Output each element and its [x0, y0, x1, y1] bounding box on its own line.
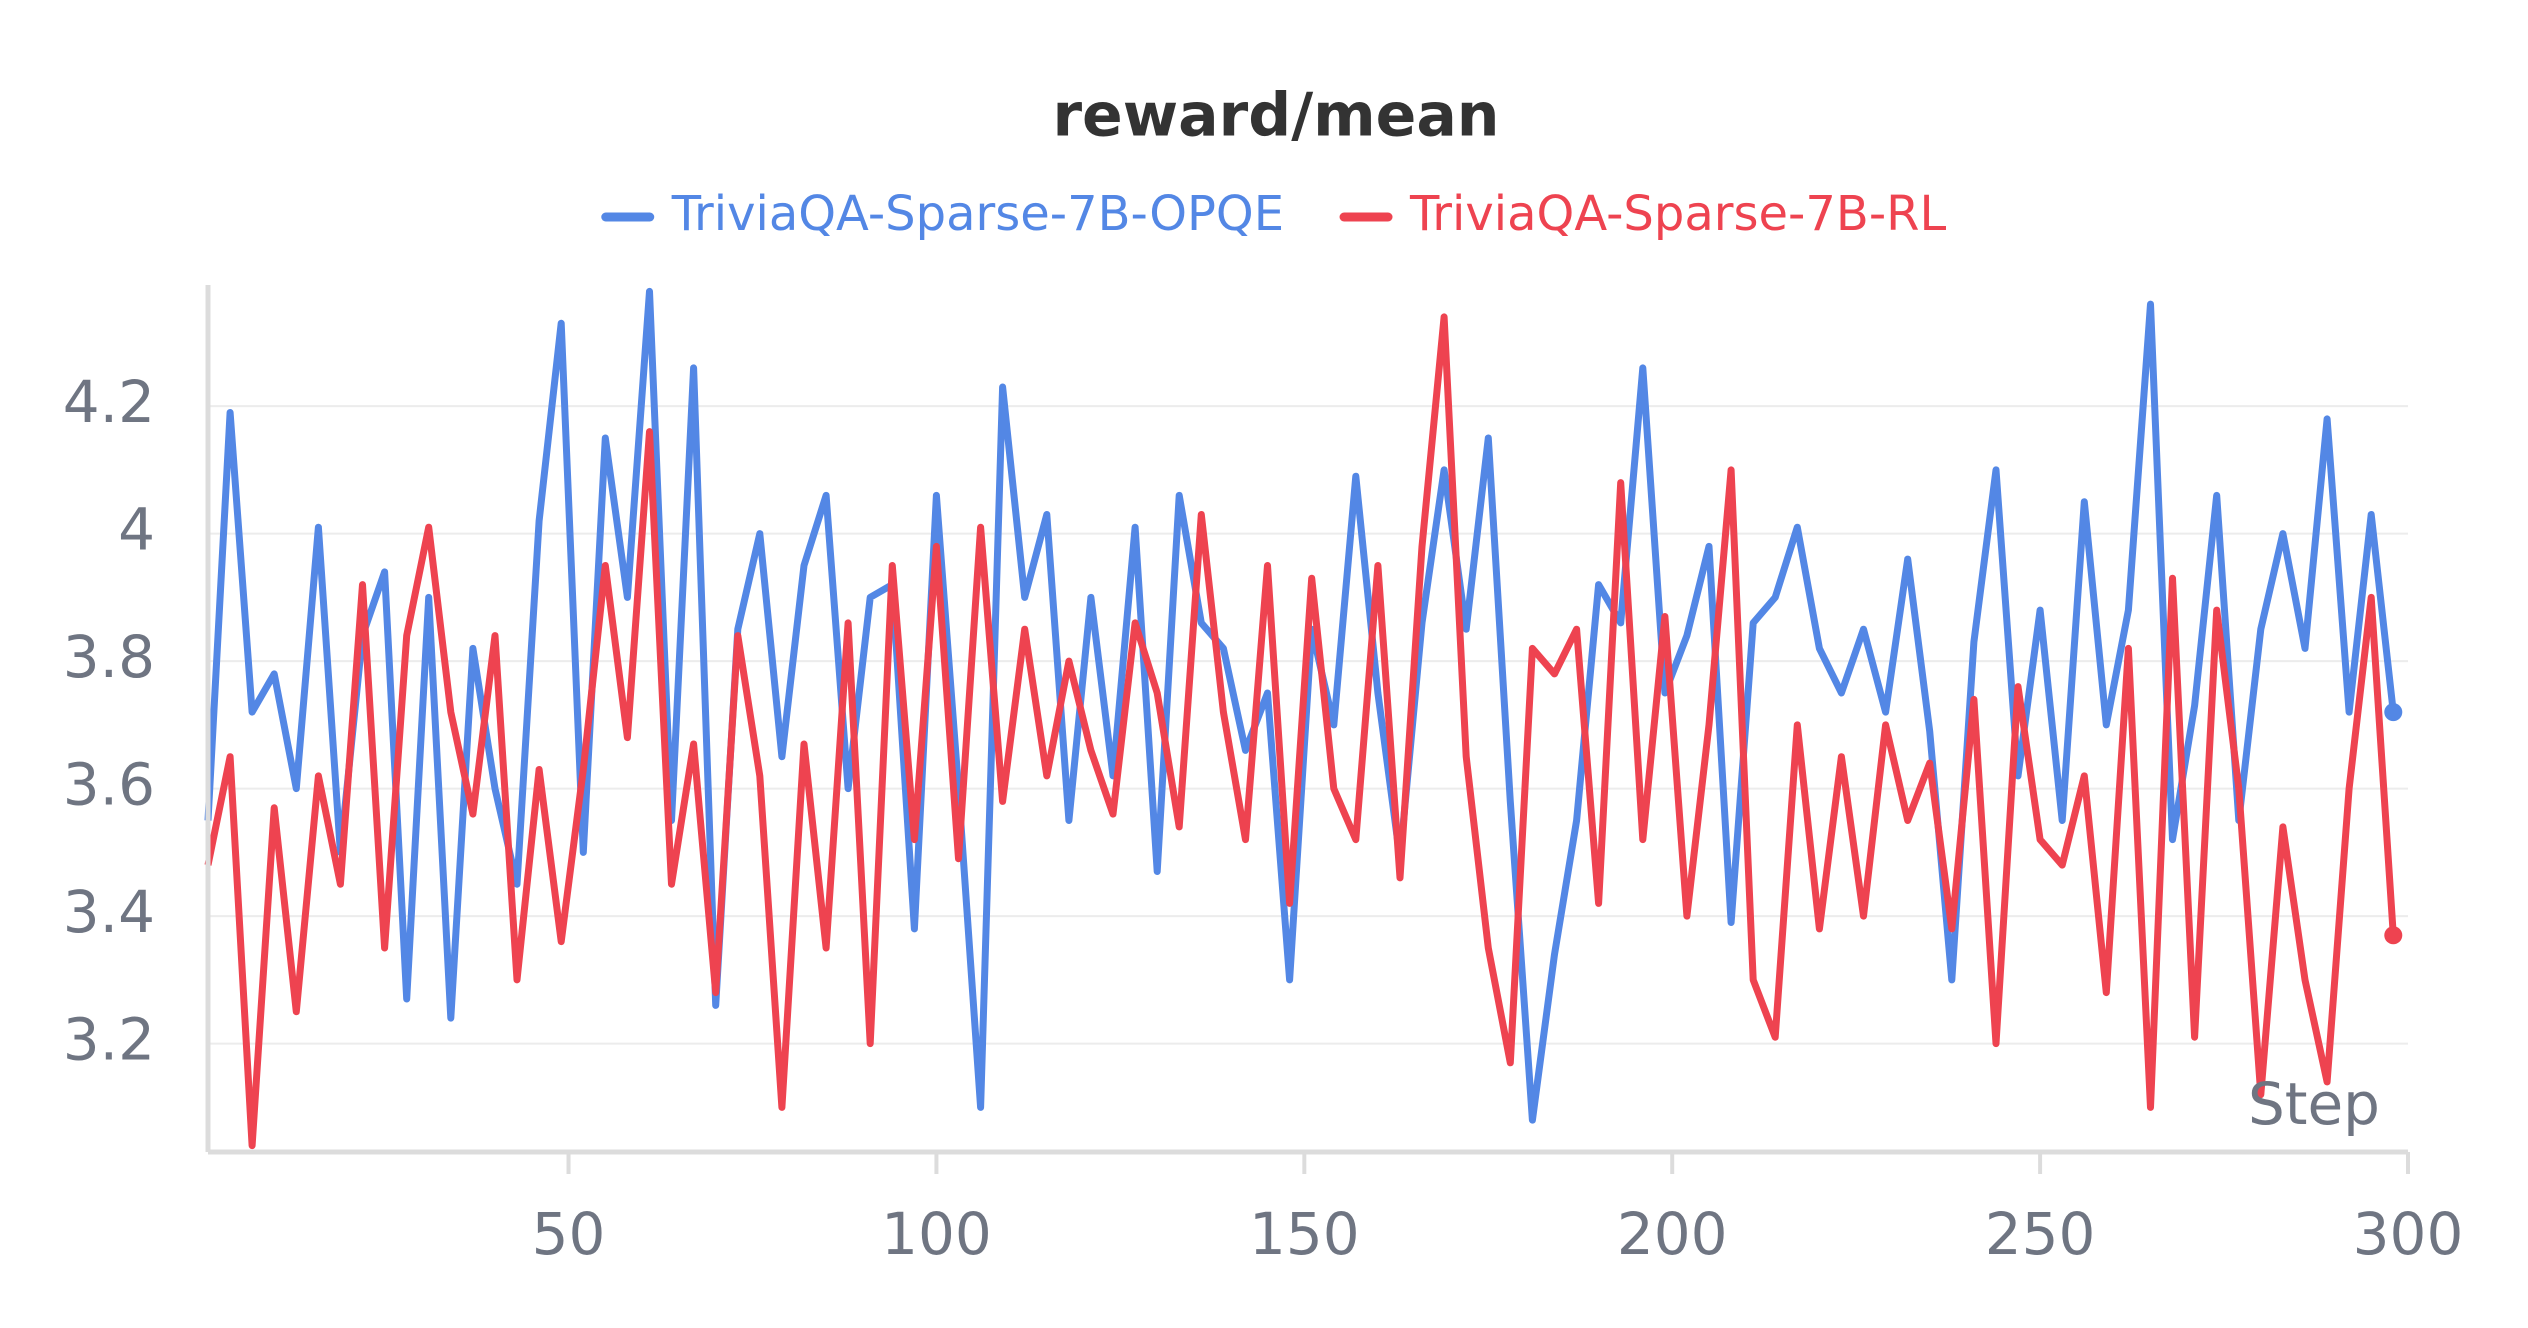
legend-label: TriviaQA-Sparse-7B-OPQE [671, 186, 1284, 242]
x-tick-label: 150 [1249, 1200, 1360, 1268]
y-tick-label: 3.6 [63, 751, 155, 819]
legend-label: TriviaQA-Sparse-7B-RL [1409, 186, 1946, 242]
end-point [2384, 926, 2403, 945]
end-point [2384, 703, 2403, 722]
x-tick-label: 250 [1985, 1200, 2096, 1268]
legend: TriviaQA-Sparse-7B-OPQE TriviaQA-Sparse-7… [601, 186, 1947, 242]
axes: 3.2 3.4 3.6 3.8 4 4.2 50 100 150 200 250 300 Step [63, 285, 2464, 1268]
series-line [204, 287, 2397, 1124]
y-tick-label: 3.4 [63, 878, 155, 946]
legend-item: TriviaQA-Sparse-7B-RL [1339, 186, 1947, 242]
x-axis-label: Step [2248, 1070, 2380, 1138]
y-tick-label: 4.2 [63, 368, 155, 436]
legend-items: TriviaQA-Sparse-7B-OPQE TriviaQA-Sparse-7… [601, 186, 1947, 242]
y-tick-label: 4 [118, 496, 155, 564]
x-tick-label: 100 [881, 1200, 992, 1268]
x-tick-label: 200 [1617, 1200, 1728, 1268]
y-tick-label: 3.8 [63, 623, 155, 691]
legend-item: TriviaQA-Sparse-7B-OPQE [601, 186, 1284, 242]
chart-title: reward/mean [1052, 81, 1499, 151]
series-line [204, 313, 2397, 1150]
lines [204, 287, 2403, 1150]
y-tick-label: 3.2 [63, 1006, 155, 1074]
x-tick-label: 300 [2353, 1200, 2464, 1268]
x-tick-label: 50 [532, 1200, 606, 1268]
